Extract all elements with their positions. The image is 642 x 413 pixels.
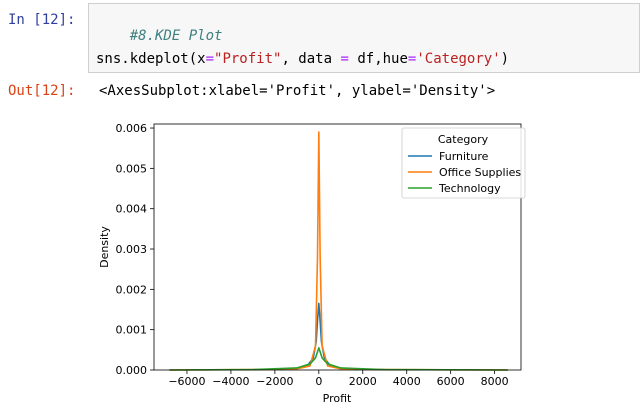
y-tick-label: 0.006 — [116, 122, 148, 135]
y-tick-label: 0.004 — [116, 203, 148, 216]
y-tick-label: 0.003 — [116, 243, 148, 256]
y-tick-label: 0.002 — [116, 283, 148, 296]
code-token: = — [407, 51, 417, 67]
code-token: 'Category' — [416, 51, 501, 67]
input-prompt: In [12]: — [8, 12, 76, 28]
series-line-furniture — [279, 302, 359, 371]
legend: Category Furniture Office Supplies Techn… — [401, 127, 526, 199]
code-token: "Profit" — [214, 51, 282, 67]
x-tick-label: −2000 — [256, 375, 293, 388]
code-token: = — [340, 51, 349, 67]
y-tick-label: 0.005 — [116, 162, 148, 175]
x-tick-label: 6000 — [437, 375, 465, 388]
output-prompt: Out[12]: — [8, 83, 76, 99]
y-tick-label: 0.000 — [116, 364, 148, 377]
x-axis-label: Profit — [323, 392, 352, 405]
legend-box — [401, 127, 526, 199]
code-comment: #8.KDE Plot — [129, 28, 223, 44]
code-line: sns.kdeplot(x="Profit", data = df,hue='C… — [96, 51, 509, 67]
plot-frame — [153, 123, 522, 371]
x-tick-label: 0 — [315, 375, 322, 388]
code-token: sns.kdeplot(x — [96, 51, 206, 67]
x-tick-label: 8000 — [481, 375, 509, 388]
x-tick-label: 2000 — [349, 375, 377, 388]
legend-label-furniture: Furniture — [439, 150, 489, 163]
legend-label-technology: Technology — [438, 182, 501, 195]
y-axis-label: Density — [98, 226, 111, 268]
y-tick-label: 0.001 — [116, 324, 148, 337]
code-comment-line: #8.KDE Plot — [96, 12, 223, 60]
output-repr: <AxesSubplot:xlabel='Profit', ylabel='De… — [99, 83, 496, 99]
code-token: df,hue — [348, 51, 408, 67]
series-line-technology — [169, 347, 508, 371]
code-cell-input[interactable]: #8.KDE Plot sns.kdeplot(x="Profit", data… — [88, 3, 640, 73]
x-tick-label: 4000 — [393, 375, 421, 388]
x-tick-label: −4000 — [212, 375, 249, 388]
code-token: = — [205, 51, 215, 67]
code-token: ) — [500, 51, 510, 67]
x-tick-label: −6000 — [168, 375, 205, 388]
code-token: , data — [281, 51, 341, 67]
series-line-office-supplies — [169, 131, 508, 371]
legend-label-office-supplies: Office Supplies — [439, 166, 521, 179]
legend-title: Category — [438, 133, 489, 146]
